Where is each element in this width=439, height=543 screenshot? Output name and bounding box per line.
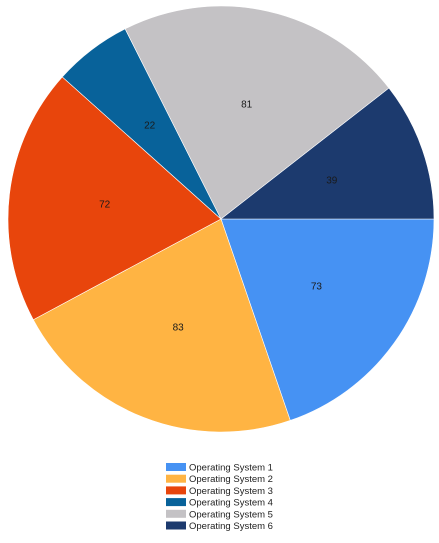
- slice-value-label-3: 72: [99, 200, 111, 211]
- legend-swatch-5: [166, 509, 186, 518]
- legend-item-4: Operating System 4: [166, 498, 273, 509]
- legend-item-1: Operating System 1: [166, 463, 273, 474]
- legend-item-2: Operating System 2: [166, 474, 273, 485]
- legend-label-1: Operating System 1: [189, 463, 273, 474]
- pie-slice-2: [32, 218, 291, 433]
- legend-swatch-1: [166, 463, 186, 471]
- legend-item-3: Operating System 3: [166, 486, 273, 497]
- legend-swatch-3: [166, 486, 186, 495]
- legend-label-2: Operating System 2: [189, 474, 273, 485]
- pie-slices: [7, 5, 435, 433]
- legend-label-6: Operating System 6: [189, 521, 273, 532]
- pie-data-labels: 73 83 72 22 81 39: [99, 99, 338, 333]
- legend-item-5: Operating System 5: [166, 509, 273, 520]
- legend-swatch-2: [166, 474, 186, 483]
- slice-value-label-1: 73: [311, 282, 323, 293]
- legend-label-4: Operating System 4: [189, 498, 273, 509]
- pie-slice-3: [7, 76, 222, 321]
- slice-value-label-2: 83: [173, 323, 185, 334]
- pie-slice-6: [220, 87, 435, 220]
- slice-value-label-4: 22: [144, 121, 156, 132]
- legend-label-3: Operating System 3: [189, 486, 273, 497]
- slice-value-label-6: 39: [326, 176, 338, 187]
- pie-slice-1: [220, 218, 435, 421]
- legend-label-5: Operating System 5: [189, 509, 273, 520]
- legend-swatch-4: [166, 498, 186, 507]
- slice-value-label-5: 81: [241, 99, 253, 110]
- legend-item-6: Operating System 6: [166, 521, 273, 532]
- legend-swatch-6: [166, 521, 186, 530]
- pie-slice-5: [124, 5, 390, 220]
